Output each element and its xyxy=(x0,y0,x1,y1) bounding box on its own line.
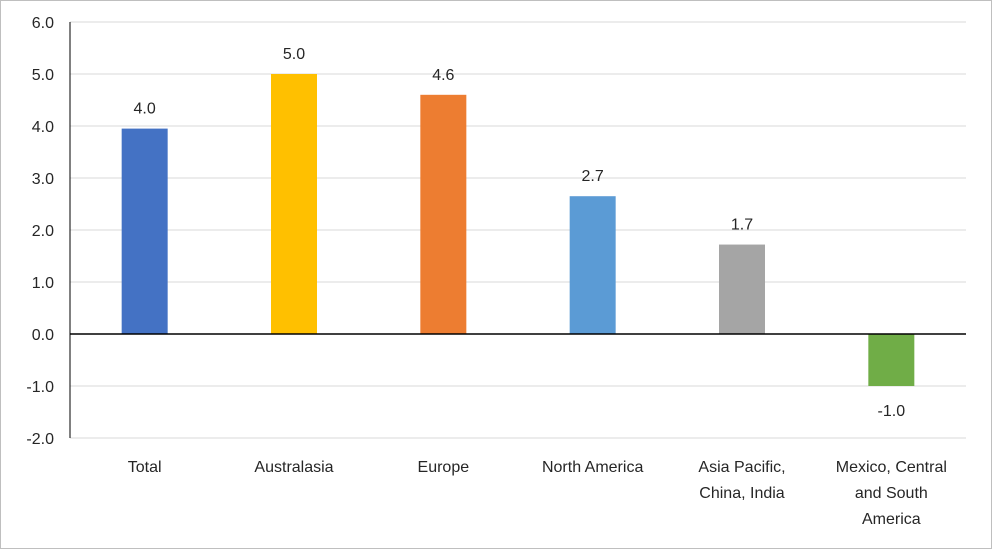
y-tick-label: 0.0 xyxy=(32,327,54,344)
bars xyxy=(121,74,915,386)
bar xyxy=(719,244,765,334)
y-tick-label: 5.0 xyxy=(32,67,54,84)
y-tick-label: 1.0 xyxy=(32,275,54,292)
bar xyxy=(121,128,168,334)
bar xyxy=(569,196,616,334)
x-tick-label: Australasia xyxy=(254,459,333,476)
y-tick-label: 6.0 xyxy=(32,15,54,32)
data-label: 1.7 xyxy=(731,217,753,234)
x-axis-labels: Total Australasia Europe North America Asia … xyxy=(128,459,947,528)
data-labels: 4.0 5.0 4.6 2.7 1.7 -1.0 xyxy=(134,46,906,420)
data-label: 4.0 xyxy=(134,101,156,118)
y-tick-label: 3.0 xyxy=(32,171,54,188)
data-label: 2.7 xyxy=(582,168,604,185)
gridlines xyxy=(70,21,966,439)
y-tick-label: 4.0 xyxy=(32,119,54,136)
y-tick-label: -2.0 xyxy=(26,431,54,448)
data-label: -1.0 xyxy=(878,403,906,420)
x-tick-label: North America xyxy=(542,459,643,476)
y-tick-label: -1.0 xyxy=(26,379,54,396)
bar xyxy=(868,334,915,386)
bar xyxy=(271,74,317,334)
data-label: 5.0 xyxy=(283,46,305,63)
x-tick-label: Mexico, Central and South America xyxy=(836,459,947,528)
y-axis: 6.0 5.0 4.0 3.0 2.0 1.0 0.0 -1.0 -2.0 xyxy=(26,15,71,448)
x-tick-label: Asia Pacific, China, India xyxy=(698,459,785,502)
data-label: 4.6 xyxy=(432,67,454,84)
bar xyxy=(420,94,467,334)
y-tick-label: 2.0 xyxy=(32,223,54,240)
x-tick-label: Europe xyxy=(418,459,470,476)
x-tick-label: Total xyxy=(128,459,162,476)
